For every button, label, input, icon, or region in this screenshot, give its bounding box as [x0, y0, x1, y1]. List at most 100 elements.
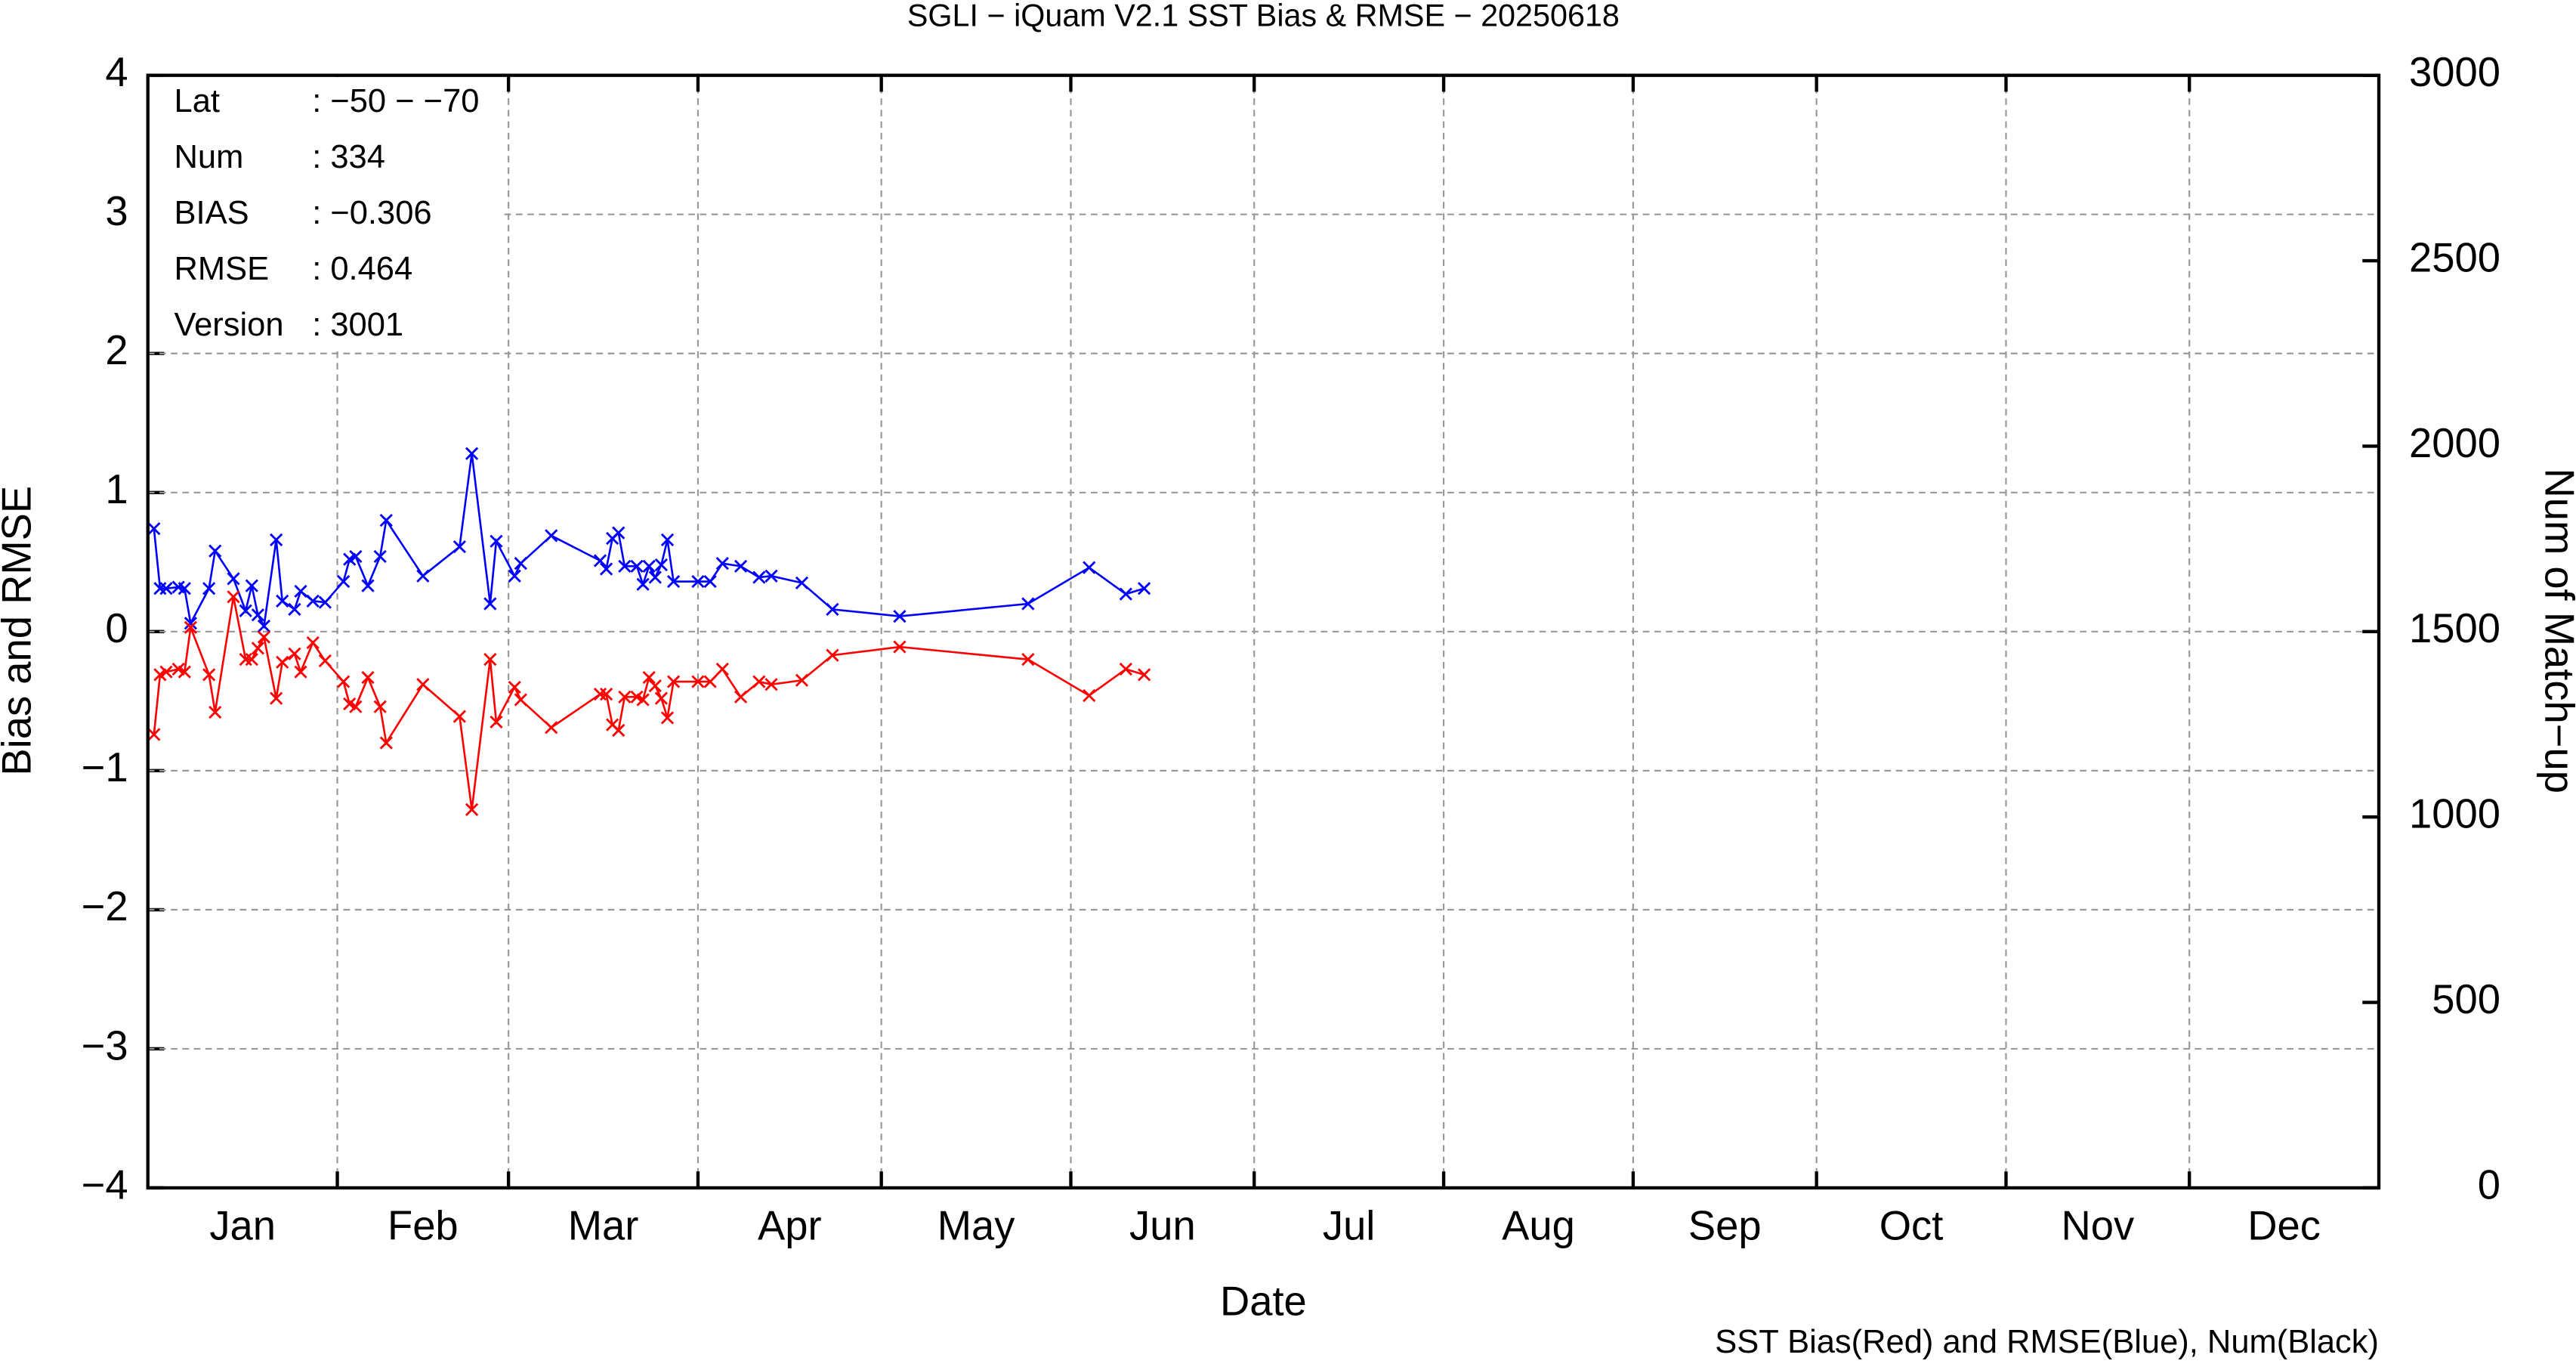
point-marker [276, 655, 289, 669]
point-marker [483, 597, 497, 611]
info-value: : 0.464 [312, 251, 412, 287]
point-marker [764, 678, 778, 691]
y2-tick-label: 3000 [2409, 49, 2500, 95]
info-value: : 3001 [312, 307, 403, 343]
point-marker [337, 574, 351, 589]
plot-frame [146, 73, 2381, 1190]
point-marker [599, 688, 613, 701]
point-marker [153, 582, 167, 595]
x-tick-label: Aug [1502, 1203, 1575, 1249]
point-marker [612, 526, 625, 540]
info-label: RMSE [175, 251, 270, 287]
point-marker [178, 582, 191, 595]
point-marker [715, 662, 729, 676]
x-tick-label: Feb [388, 1203, 459, 1249]
point-marker [465, 447, 479, 460]
point-marker [251, 608, 264, 622]
point-marker [227, 572, 240, 586]
point-marker [1137, 668, 1151, 682]
point-marker [593, 688, 607, 701]
point-marker [245, 579, 258, 592]
x-tick-label: Nov [2061, 1203, 2134, 1249]
point-marker [734, 690, 748, 704]
point-marker [294, 665, 307, 679]
point-marker [379, 736, 393, 750]
point-marker [416, 569, 430, 583]
y-tick-label: −1 [82, 744, 128, 790]
point-marker [636, 577, 650, 591]
point-marker [159, 582, 173, 595]
point-marker [288, 647, 301, 660]
point-marker [1137, 582, 1151, 595]
info-label: Version [175, 307, 284, 343]
y-tick-label: −2 [82, 883, 128, 929]
y2-tick-label: 2500 [2409, 234, 2500, 280]
point-marker [752, 571, 766, 584]
point-marker [294, 584, 307, 598]
point-marker [1021, 653, 1035, 666]
x-tick-label: May [937, 1203, 1016, 1249]
point-marker [636, 693, 650, 707]
point-marker [826, 648, 839, 662]
y-tick-label: −3 [82, 1022, 128, 1068]
point-marker [1083, 688, 1096, 703]
y2-tick-label: 1500 [2409, 605, 2500, 651]
point-marker [612, 723, 625, 738]
point-marker [752, 675, 766, 688]
point-marker [452, 710, 466, 723]
info: Lat: −50 − −70 Num: 334 BIAS: −0.306 RMSE: … [175, 83, 480, 343]
point-marker [245, 653, 258, 666]
point-marker [630, 559, 644, 573]
point-marker [276, 594, 289, 608]
point-marker [508, 569, 521, 583]
point-marker [660, 533, 675, 546]
point-marker [178, 665, 191, 679]
point-marker [1119, 587, 1132, 601]
y2-tick-label: 0 [2478, 1161, 2500, 1208]
caption: SST Bias(Red) and RMSE(Blue), Num(Black) [1715, 1324, 2379, 1360]
series-line [153, 596, 1144, 810]
x-tick-label: Oct [1879, 1203, 1944, 1249]
point-marker [666, 675, 681, 688]
point-marker [514, 693, 527, 707]
point-marker [239, 604, 252, 617]
point-marker [257, 630, 271, 644]
x-tick-label: Sep [1688, 1203, 1762, 1249]
point-marker [593, 554, 607, 567]
point-marker [691, 574, 705, 589]
point-marker [349, 700, 363, 713]
point-marker [545, 529, 558, 543]
point-marker [318, 654, 332, 668]
point-marker [642, 670, 656, 685]
point-marker [270, 691, 283, 705]
point-marker [545, 721, 558, 734]
info-label: BIAS [175, 195, 249, 231]
point-marker [288, 602, 301, 616]
point-marker [490, 715, 503, 729]
y-tick-label: 4 [105, 49, 128, 95]
point-marker [208, 544, 222, 558]
y2-tick-label: 2000 [2409, 420, 2500, 466]
point-marker [416, 678, 430, 691]
info-box [149, 76, 502, 352]
point-marker [660, 711, 675, 725]
point-marker [654, 691, 669, 705]
point-marker [159, 665, 173, 679]
point-marker [361, 670, 375, 685]
point-marker [465, 803, 479, 817]
point-marker [795, 576, 809, 590]
point-marker [642, 559, 656, 573]
point-marker [734, 559, 748, 573]
info-value: : −50 − −70 [312, 83, 479, 119]
point-marker [227, 590, 240, 604]
point-marker [703, 675, 717, 688]
y-tick-label: 1 [105, 466, 128, 512]
y-tick-label: 2 [105, 327, 128, 373]
point-marker [318, 595, 332, 609]
point-marker [306, 636, 320, 650]
point-marker [452, 540, 466, 554]
point-marker [251, 642, 264, 655]
point-marker [599, 562, 613, 576]
